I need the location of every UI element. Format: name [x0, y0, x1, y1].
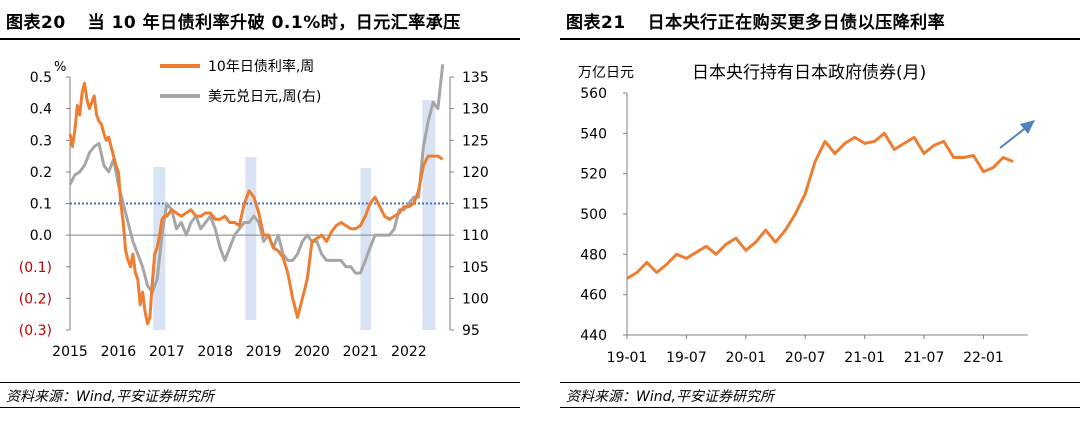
- x-tick-label: 2022: [391, 344, 427, 360]
- left-figure-number: 图表20: [6, 13, 66, 33]
- legend-label-jgb: 10年日债利率,周: [208, 58, 314, 75]
- x-tick-label: 2016: [101, 344, 137, 360]
- x-tick-label: 2019: [246, 344, 282, 360]
- x-tick-label: 21-07: [904, 350, 945, 366]
- left-source-text: 资料来源：Wind,平安证券研究所: [6, 389, 214, 405]
- x-tick-label: 2021: [343, 344, 379, 360]
- chart-title: 日本央行持有日本政府债券(月): [692, 63, 926, 83]
- left-y-tick-label: 0.2: [30, 165, 52, 181]
- y-tick-label: 500: [580, 207, 607, 223]
- left-title: 图表20 当 10 年日债利率升破 0.1%时，日元汇率承压: [6, 8, 461, 33]
- left-title-bar: 图表20 当 10 年日债利率升破 0.1%时，日元汇率承压: [0, 0, 520, 40]
- right-y-tick-label: 105: [462, 260, 489, 276]
- left-y-tick-label: (0.2): [19, 291, 52, 307]
- right-source-bar: 资料来源：Wind,平安证券研究所: [560, 382, 1080, 408]
- series-usdjpy-line: [68, 64, 445, 294]
- right-figure-panel: 图表21 日本央行正在购买更多日债以压降利率 560 540 520 500 480 460…: [560, 0, 1080, 421]
- y-tick-label: 520: [580, 167, 607, 183]
- legend-label-usdjpy: 美元兑日元,周(右): [208, 89, 321, 105]
- right-source-text: 资料来源：Wind,平安证券研究所: [566, 389, 774, 405]
- left-y-tick-label: 0.1: [30, 197, 52, 213]
- left-y-tick-label: 0.3: [30, 133, 52, 149]
- left-y-unit-label: %: [54, 60, 66, 75]
- x-tick-label: 2020: [294, 344, 330, 360]
- y-tick-label: 540: [580, 126, 607, 142]
- y-tick-label: 460: [580, 288, 607, 304]
- x-tick-label: 19-07: [666, 350, 707, 366]
- right-y-tick-label: 100: [462, 291, 489, 307]
- shaded-period-2: [245, 157, 257, 320]
- left-figure-panel: 图表20 当 10 年日债利率升破 0.1%时，日元汇率承压 0.5 0.4 0.3 0…: [0, 0, 520, 421]
- x-tick-label: 21-01: [844, 350, 885, 366]
- left-title-text: 当 10 年日债利率升破 0.1%时，日元汇率承压: [87, 13, 461, 33]
- left-source-bar: 资料来源：Wind,平安证券研究所: [0, 382, 520, 408]
- y-unit-label: 万亿日元: [578, 65, 634, 81]
- right-y-tick-label: 95: [462, 323, 480, 339]
- series-jgb-10y-line: [68, 81, 444, 326]
- right-y-tick-label: 110: [462, 228, 489, 244]
- left-y-tick-label: (0.3): [19, 323, 52, 339]
- right-y-tick-label: 115: [462, 197, 489, 213]
- y-tick-label: 560: [580, 86, 607, 102]
- right-title: 图表21 日本央行正在购买更多日债以压降利率: [566, 8, 945, 33]
- right-y-tick-label: 120: [462, 165, 489, 181]
- y-tick-label: 480: [580, 247, 607, 263]
- x-tick-label: 2015: [52, 344, 88, 360]
- shaded-period-3: [360, 168, 372, 330]
- right-title-text: 日本央行正在购买更多日债以压降利率: [647, 13, 946, 33]
- x-tick-label: 20-07: [785, 350, 826, 366]
- x-tick-label: 19-01: [607, 350, 648, 366]
- left-y-tick-label: 0.4: [30, 102, 52, 118]
- series-boj-holdings-line: [626, 131, 1014, 280]
- x-tick-label: 2017: [149, 344, 185, 360]
- x-tick-label: 22-01: [963, 350, 1004, 366]
- right-y-tick-label: 135: [462, 70, 489, 86]
- up-arrow-shaft: [999, 125, 1029, 149]
- left-y-tick-label: 0.0: [30, 228, 52, 244]
- right-title-bar: 图表21 日本央行正在购买更多日债以压降利率: [560, 0, 1080, 40]
- jgb-yield-vs-usdjpy-chart: 0.5 0.4 0.3 0.2 0.1 0.0 (0.1) (0.2) (0.3)% 135 130…: [19, 58, 489, 360]
- y-tick-label: 440: [580, 328, 607, 344]
- left-y-tick-label: 0.5: [30, 70, 52, 86]
- up-arrow-head: [1020, 120, 1035, 134]
- right-figure-number: 图表21: [566, 13, 626, 33]
- right-y-tick-label: 130: [462, 102, 489, 118]
- right-y-tick-label: 125: [462, 133, 489, 149]
- x-tick-label: 2018: [197, 344, 233, 360]
- x-tick-label: 20-01: [725, 350, 766, 366]
- left-y-tick-label: (0.1): [19, 260, 52, 276]
